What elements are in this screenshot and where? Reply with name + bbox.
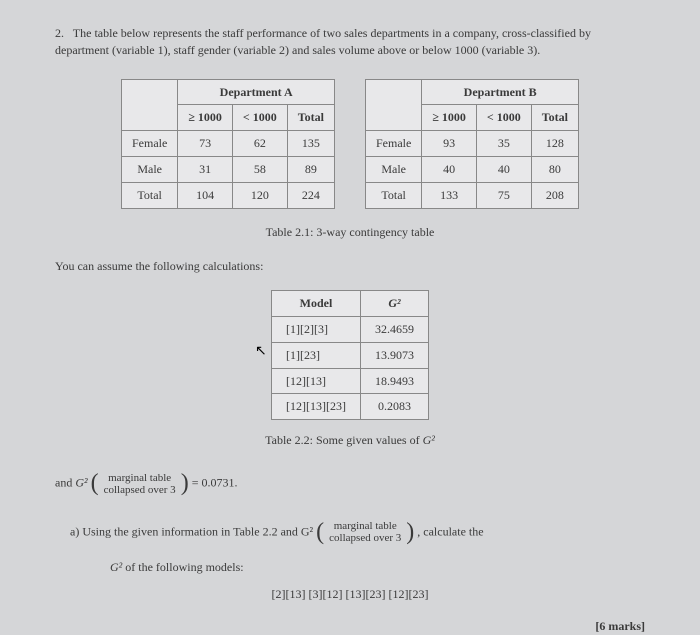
cursor-icon: ↖ xyxy=(255,342,267,362)
left-paren-icon: ( xyxy=(316,519,324,545)
marks-label: [6 marks] xyxy=(55,618,645,635)
col-header: Total xyxy=(531,105,578,131)
formula-rhs: = 0.0731. xyxy=(192,476,238,490)
table-row: Female 93 35 128 xyxy=(366,131,579,157)
sub-question-a: a) Using the given information in Table … xyxy=(70,516,645,550)
col-header: < 1000 xyxy=(476,105,531,131)
g2-table: Model G² [1][2][3] 32.4659 [1][23] 13.90… xyxy=(271,290,429,420)
table-row: [12][13][23] 0.2083 xyxy=(272,394,429,420)
table-row: Male 31 58 89 xyxy=(122,156,335,182)
contingency-tables-row: Department A ≥ 1000 < 1000 Total Female … xyxy=(55,79,645,209)
blank-header xyxy=(122,79,178,131)
table-row: Male 40 40 80 xyxy=(366,156,579,182)
table-caption-2: Table 2.2: Some given values of G² xyxy=(55,432,645,449)
col-header: < 1000 xyxy=(232,105,287,131)
table-row: Female 73 62 135 xyxy=(122,131,335,157)
table-row: [12][13] 18.9493 xyxy=(272,368,429,394)
sub-text2: , calculate the xyxy=(417,524,483,538)
question-body: The table below represents the staff per… xyxy=(55,26,591,57)
department-a-table: Department A ≥ 1000 < 1000 Total Female … xyxy=(121,79,335,209)
right-paren-icon: ) xyxy=(406,519,414,545)
table-row: Total 133 75 208 xyxy=(366,182,579,208)
col-header: ≥ 1000 xyxy=(422,105,477,131)
fraction: marginal table collapsed over 3 xyxy=(329,520,401,544)
formula-prefix: and G² xyxy=(55,476,88,490)
sub-label: a) xyxy=(70,524,79,538)
department-b-table: Department B ≥ 1000 < 1000 Total Female … xyxy=(365,79,579,209)
formula-line: and G² ( marginal table collapsed over 3… xyxy=(55,467,645,501)
sub-text1: Using the given information in Table 2.2… xyxy=(82,524,313,538)
table-row: [1][2][3] 32.4659 xyxy=(272,316,429,342)
table-row: [1][23] 13.9073 xyxy=(272,342,429,368)
right-paren-icon: ) xyxy=(181,470,189,496)
table-caption-1: Table 2.1: 3-way contingency table xyxy=(55,224,645,241)
table-row: Total 104 120 224 xyxy=(122,182,335,208)
models-list: [2][13] [3][12] [13][23] [12][23] xyxy=(55,586,645,603)
assume-text: You can assume the following calculation… xyxy=(55,258,645,275)
fraction: marginal table collapsed over 3 xyxy=(104,472,176,496)
g2-header-val: G² xyxy=(360,291,428,317)
dept-a-title: Department A xyxy=(178,79,335,105)
col-header: Total xyxy=(287,105,334,131)
left-paren-icon: ( xyxy=(91,470,99,496)
question-text: 2. The table below represents the staff … xyxy=(55,25,645,59)
dept-b-title: Department B xyxy=(422,79,579,105)
col-header: ≥ 1000 xyxy=(178,105,233,131)
question-number: 2. xyxy=(55,25,64,42)
g2-header-model: Model xyxy=(272,291,361,317)
sub-text3: G² of the following models: xyxy=(110,559,645,576)
blank-header xyxy=(366,79,422,131)
